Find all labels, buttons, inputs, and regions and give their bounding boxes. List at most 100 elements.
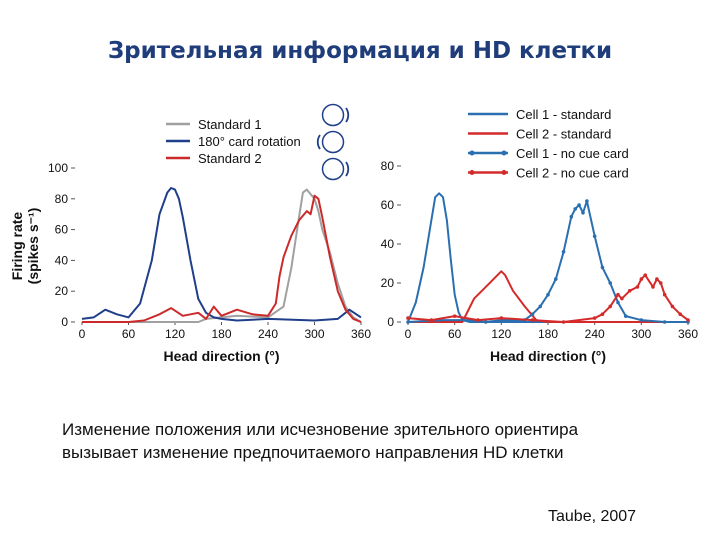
series-line [407, 274, 689, 323]
series-point [616, 300, 620, 305]
series-line [407, 200, 688, 323]
y-tick-label: 60 [381, 198, 395, 212]
x-tick-label: 300 [631, 327, 651, 341]
x-tick-label: 0 [79, 327, 86, 341]
series-point [616, 292, 620, 297]
cue-ring [321, 103, 345, 127]
series-line [82, 188, 362, 323]
x-tick-label: 120 [165, 327, 185, 341]
legend-label: 180° card rotation [198, 134, 301, 149]
series-point [406, 316, 410, 320]
legend-label: Cell 2 - no cue card [516, 166, 629, 181]
caption-line-2: вызывает изменение предпочитаемого напра… [62, 443, 564, 462]
series-point [573, 207, 578, 211]
series-point [581, 211, 585, 215]
series-line [82, 194, 362, 323]
y-tick-label: 0 [61, 315, 68, 329]
cue-ring [321, 130, 345, 154]
series-point [686, 318, 690, 322]
cue-card-ring-icon [321, 157, 350, 181]
series-point [553, 277, 558, 281]
series-point [499, 316, 504, 320]
x-tick-label: 180 [211, 327, 231, 341]
series-point [577, 203, 581, 207]
series-point [530, 312, 535, 317]
legend-marker [501, 150, 507, 156]
series-line [408, 270, 688, 323]
x-tick-label: 300 [304, 327, 324, 341]
cue-card-arc [316, 134, 321, 150]
series-point [662, 320, 667, 324]
series-point [585, 199, 589, 203]
x-tick-label: 360 [678, 327, 698, 341]
series-point [655, 277, 659, 281]
x-axis-label: Head direction (°) [163, 348, 279, 364]
series-point [639, 277, 644, 281]
series-point [592, 234, 597, 238]
series-point [670, 304, 675, 309]
cue-card-arc [345, 161, 350, 177]
cue-card-ring-icon [316, 130, 345, 154]
series-point [627, 289, 632, 293]
series-point [620, 296, 624, 301]
legend-marker [469, 170, 475, 175]
series-point [561, 320, 566, 324]
y-tick-label: 20 [55, 284, 69, 298]
y-axis-label: Firing rate [9, 212, 25, 281]
x-tick-label: 360 [351, 327, 371, 341]
series-point [561, 250, 566, 254]
series-point [538, 304, 543, 309]
series-point [678, 312, 683, 317]
series-point [452, 314, 457, 318]
y-tick-label: 20 [381, 276, 395, 290]
y-tick-label: 100 [48, 161, 68, 175]
slide-title: Зрительная информация и HD клетки [107, 38, 613, 64]
series-point [658, 281, 663, 285]
series-point [530, 318, 535, 322]
series-point [406, 320, 410, 324]
legend-label: Cell 2 - standard [516, 127, 611, 142]
x-tick-label: 240 [258, 327, 278, 341]
legend-marker [469, 150, 475, 156]
series-point [651, 285, 655, 289]
series-point [635, 285, 640, 289]
series-line [407, 192, 688, 323]
series-point [429, 318, 434, 322]
series-point [546, 292, 550, 297]
y-axis-label-units: (spikes s⁻¹) [25, 208, 41, 285]
slide-caption: Изменение положения или исчезновение зри… [62, 418, 682, 464]
cue-ring [321, 157, 345, 181]
y-tick-label: 80 [381, 159, 395, 173]
x-tick-label: 60 [448, 327, 462, 341]
x-tick-label: 120 [491, 327, 511, 341]
y-tick-label: 80 [55, 192, 69, 206]
series-point [476, 318, 480, 322]
y-tick-label: 60 [55, 223, 69, 237]
citation: Taube, 2007 [548, 508, 637, 525]
x-tick-label: 0 [405, 327, 412, 341]
legend-label: Standard 2 [198, 151, 262, 166]
series-point [483, 320, 488, 324]
series-point [623, 314, 628, 318]
y-tick-label: 0 [387, 315, 394, 329]
cue-card-arc [345, 107, 350, 123]
series-line [81, 187, 362, 322]
legend-label: Cell 1 - no cue card [516, 146, 629, 161]
legend-label: Cell 1 - standard [516, 107, 611, 122]
series-point [600, 265, 605, 270]
x-axis-label: Head direction (°) [490, 348, 606, 364]
x-tick-label: 240 [585, 327, 605, 341]
x-tick-label: 180 [538, 327, 558, 341]
caption-line-1: Изменение положения или исчезновение зри… [62, 420, 579, 439]
series-point [608, 304, 613, 309]
legend-label: Standard 1 [198, 117, 262, 132]
figure-panels: 0 60 120 180 240 300 360 0 20 40 60 80 100 Head direc… [9, 103, 698, 364]
y-tick-label: 40 [381, 237, 395, 251]
series-point [592, 316, 597, 320]
legend-marker [501, 170, 507, 175]
x-tick-label: 60 [122, 327, 136, 341]
cue-card-ring-icon [321, 103, 350, 127]
series-point [662, 292, 667, 297]
series-point [639, 318, 644, 322]
y-tick-label: 40 [55, 253, 69, 267]
